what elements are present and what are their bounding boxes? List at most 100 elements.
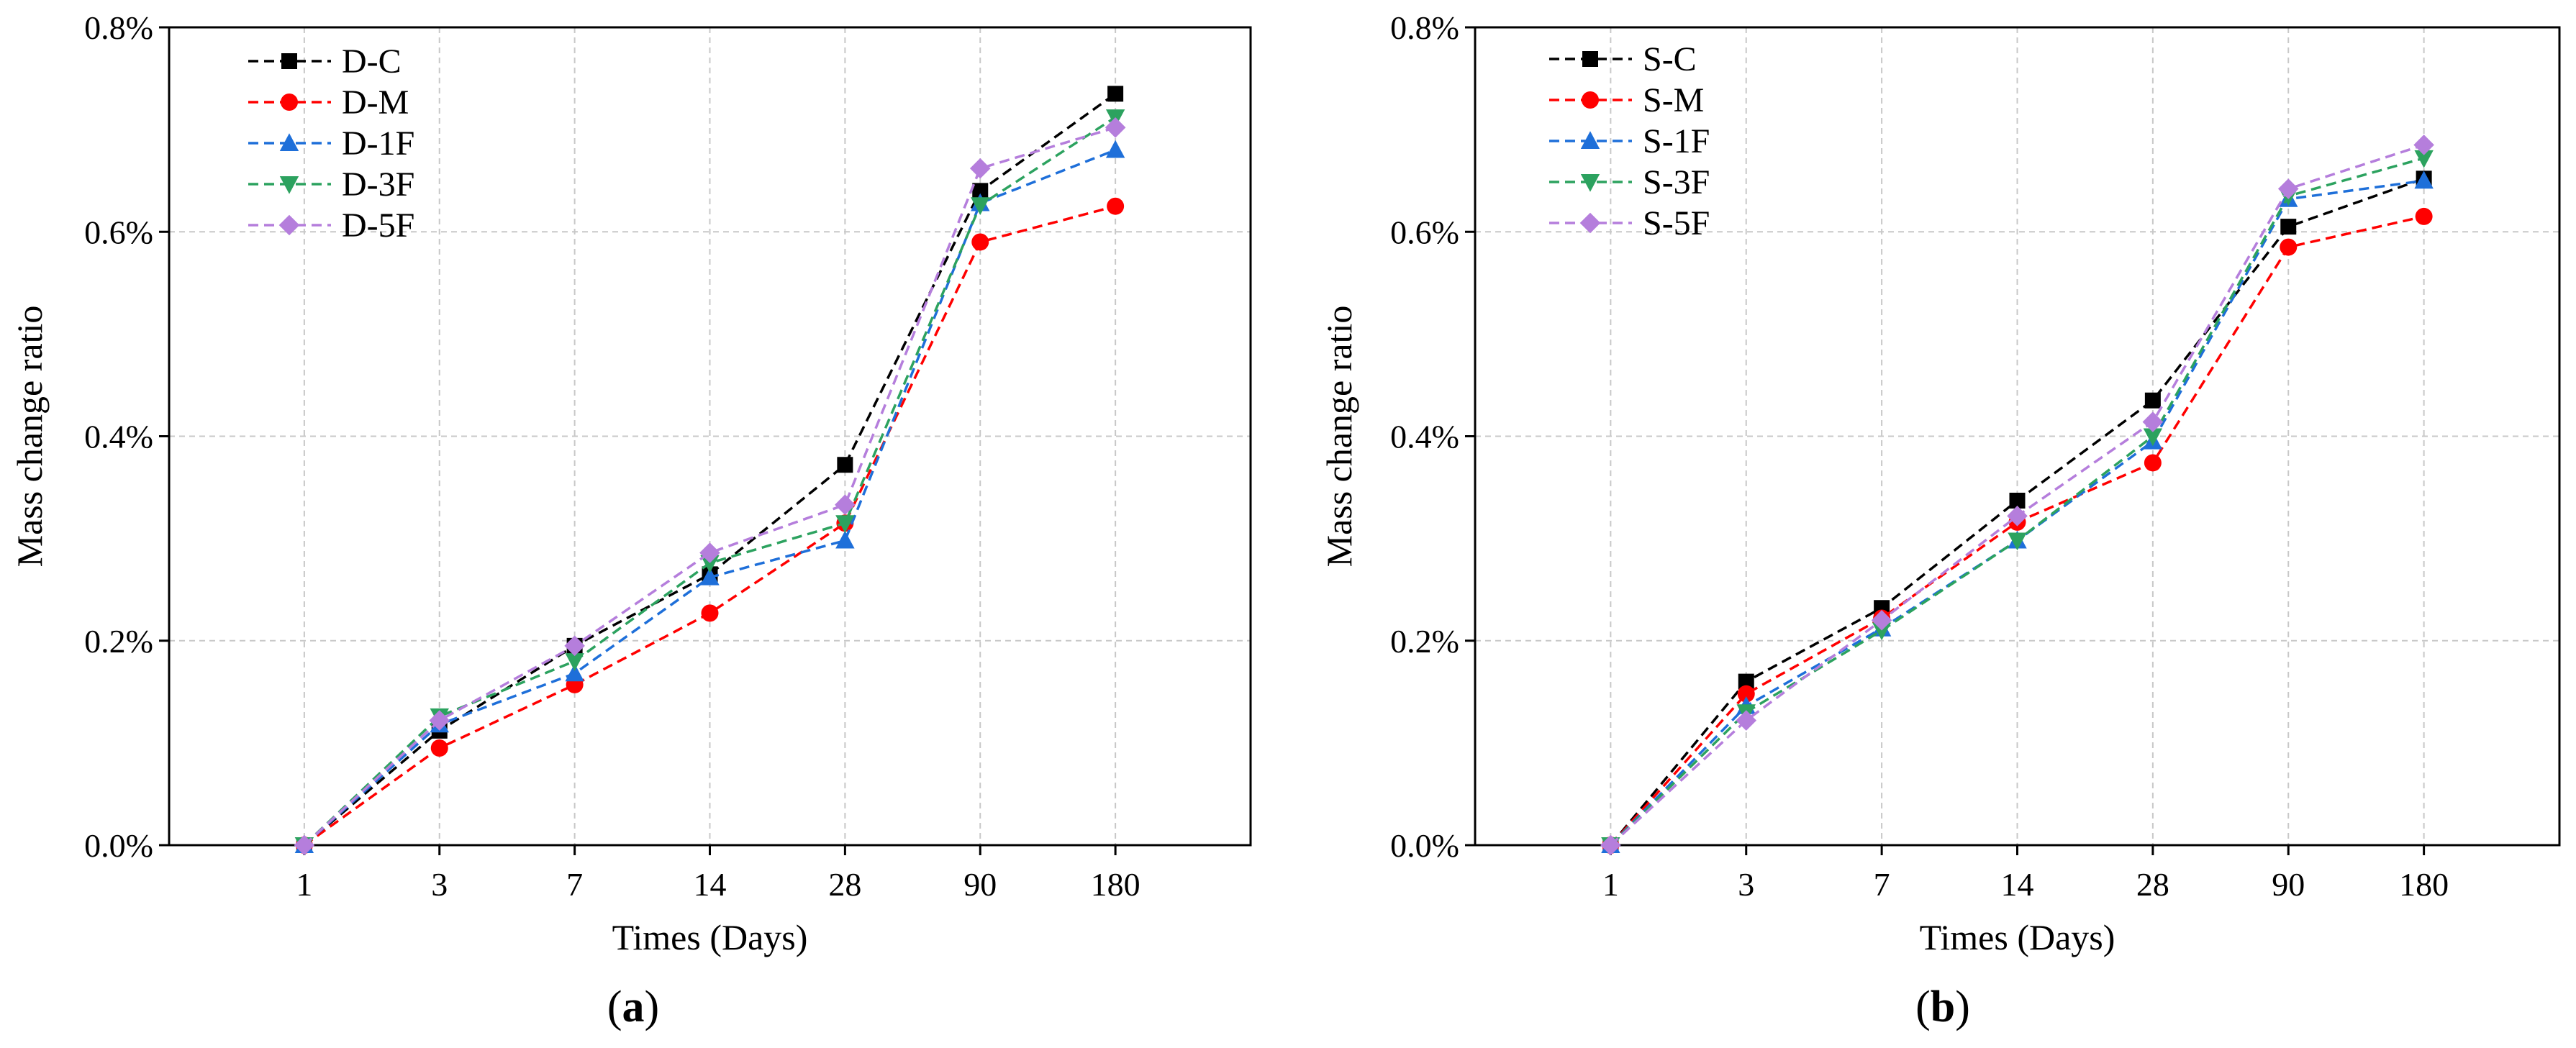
legend-label: S-5F xyxy=(1643,204,1710,242)
y-tick-label: 0.2% xyxy=(1390,623,1459,660)
data-point xyxy=(1871,610,1892,631)
data-point xyxy=(294,834,315,856)
legend-label: D-C xyxy=(342,42,402,81)
panel-label: (b) xyxy=(1915,983,1970,1031)
data-point xyxy=(564,635,585,657)
legend-label: S-M xyxy=(1643,81,1704,119)
legend-marker xyxy=(1579,212,1601,234)
y-tick-label: 0.0% xyxy=(84,827,153,864)
data-point xyxy=(2277,178,2299,199)
legend-item: S-5F xyxy=(1549,204,1710,242)
data-point xyxy=(565,653,584,671)
data-point xyxy=(1872,622,1892,641)
x-tick-label: 90 xyxy=(963,866,997,903)
legend-item: D-C xyxy=(248,42,402,81)
data-point xyxy=(1105,140,1125,158)
x-tick-label: 14 xyxy=(2001,866,2034,903)
legend: D-CD-MD-1FD-3FD-5F xyxy=(248,42,414,245)
legend-item: D-M xyxy=(248,83,409,122)
data-point xyxy=(2007,506,2028,527)
legend-item: S-C xyxy=(1549,40,1697,78)
data-point xyxy=(1107,197,1125,215)
x-tick-label: 7 xyxy=(566,866,583,903)
data-point xyxy=(2415,207,2433,225)
x-tick-label: 14 xyxy=(694,866,727,903)
panel-letter: a xyxy=(622,983,645,1031)
y-axis-label: Mass change ratio xyxy=(1319,306,1359,568)
data-point xyxy=(565,663,584,682)
data-point xyxy=(2009,493,2026,509)
data-point xyxy=(2280,238,2298,256)
legend-marker xyxy=(1582,91,1599,109)
series-D-5F xyxy=(294,117,1126,856)
data-point xyxy=(971,197,990,216)
x-tick-label: 180 xyxy=(2399,866,2449,903)
data-point xyxy=(2414,170,2434,189)
y-tick-label: 0.2% xyxy=(84,623,153,660)
legend-item: S-3F xyxy=(1549,163,1710,201)
chart-panel-b: 1 3 7 14 28 90 180 0.0% 0.2% 0.4% 0.6% 0.8% Times (D… xyxy=(1319,9,2561,1031)
x-tick-label: 90 xyxy=(2272,866,2305,903)
legend-marker xyxy=(1580,131,1600,149)
data-point xyxy=(2142,411,2164,432)
legend-label: S-C xyxy=(1643,40,1697,78)
gridlines xyxy=(169,27,1251,845)
x-tick-label: 3 xyxy=(431,866,448,903)
data-point xyxy=(1737,685,1755,703)
data-point xyxy=(2280,219,2297,235)
data-point xyxy=(1107,86,1124,102)
y-tick-label: 0.8% xyxy=(1390,9,1459,46)
legend-item: D-1F xyxy=(248,124,414,163)
gridlines xyxy=(1475,27,2559,845)
data-point xyxy=(1600,834,1621,856)
data-point xyxy=(699,542,720,563)
data-point xyxy=(700,555,720,573)
data-point xyxy=(971,233,989,251)
data-point xyxy=(2143,428,2163,447)
y-tick-label: 0.6% xyxy=(84,214,153,250)
panel-label: (a) xyxy=(607,983,659,1031)
data-point xyxy=(835,530,855,549)
legend-marker xyxy=(1582,51,1598,67)
legend-marker xyxy=(279,176,299,194)
legend-label: D-3F xyxy=(342,165,414,204)
x-tick-label: 28 xyxy=(828,866,861,903)
x-tick-label: 28 xyxy=(2136,866,2169,903)
legend-item: D-5F xyxy=(248,206,414,245)
x-tick-label: 7 xyxy=(1874,866,1890,903)
data-point xyxy=(2144,454,2162,472)
data-point xyxy=(2414,150,2434,168)
series-S-C xyxy=(1602,170,2432,853)
legend-label: D-5F xyxy=(342,206,414,245)
x-tick-label: 1 xyxy=(296,866,312,903)
legend-marker xyxy=(279,133,299,151)
y-tick-label: 0.0% xyxy=(1390,827,1459,864)
x-tick-label: 3 xyxy=(1738,866,1754,903)
legend-marker xyxy=(1580,174,1600,192)
y-axis-label: Mass change ratio xyxy=(9,306,50,568)
legend-item: S-M xyxy=(1549,81,1704,119)
data-point xyxy=(429,710,450,731)
data-point xyxy=(972,183,989,199)
data-point xyxy=(2413,135,2434,155)
legend-label: S-1F xyxy=(1643,122,1710,160)
x-tick-label: 1 xyxy=(1602,866,1619,903)
data-point xyxy=(1738,673,1754,690)
data-point xyxy=(2144,392,2161,409)
x-tick-label: 180 xyxy=(1091,866,1140,903)
legend-label: D-1F xyxy=(342,124,414,163)
data-point xyxy=(969,158,991,179)
y-tick-label: 0.4% xyxy=(1390,419,1459,455)
legend-label: S-3F xyxy=(1643,163,1710,201)
y-tick-label: 0.8% xyxy=(84,9,153,46)
legend-label: D-M xyxy=(342,83,409,122)
data-point xyxy=(701,604,719,622)
legend-marker xyxy=(281,94,298,111)
data-point xyxy=(835,494,856,516)
y-tick-label: 0.4% xyxy=(84,419,153,455)
x-axis-label: Times (Days) xyxy=(1920,917,2115,957)
data-point xyxy=(1105,117,1126,138)
panel-letter: b xyxy=(1931,983,1955,1031)
chart-panel-a: 1 3 7 14 28 90 180 0.0% 0.2% 0.4% 0.6% 0.8% Times (D… xyxy=(9,9,1252,1031)
data-point xyxy=(835,515,855,534)
